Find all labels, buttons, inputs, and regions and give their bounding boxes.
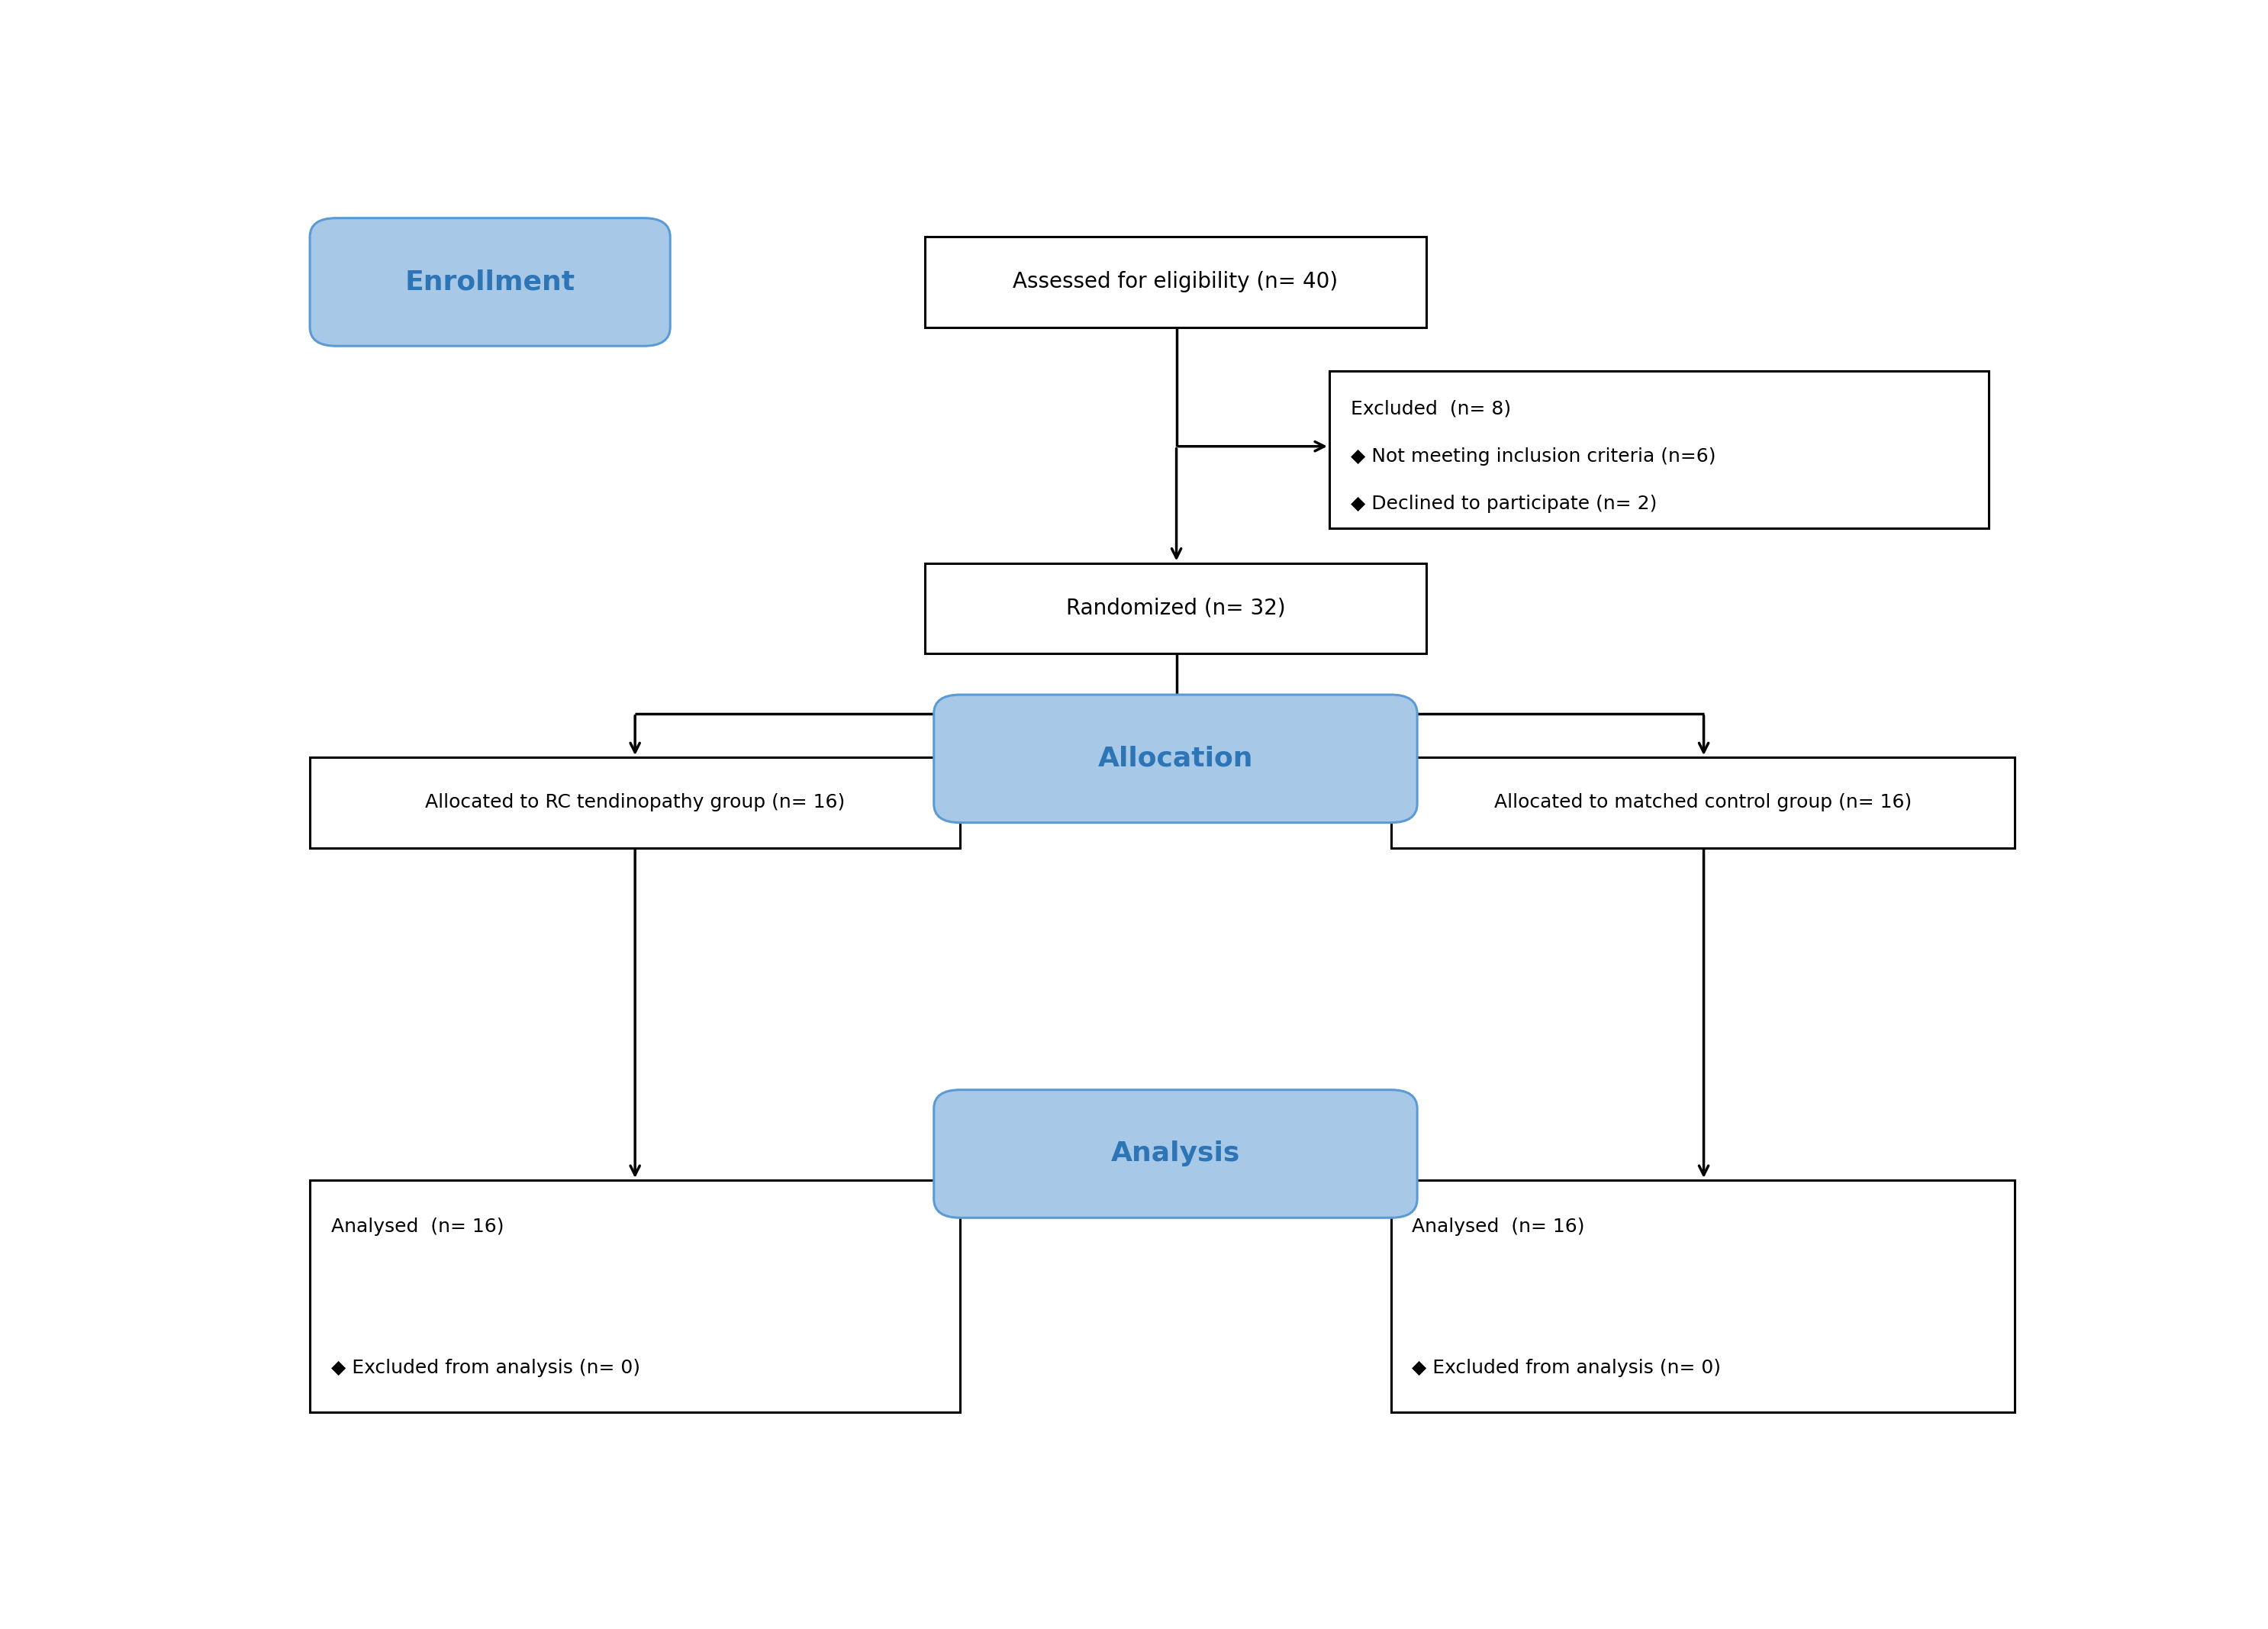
Text: ◆ Excluded from analysis (n= 0): ◆ Excluded from analysis (n= 0) bbox=[1413, 1359, 1721, 1377]
Text: Assessed for eligibility (n= 40): Assessed for eligibility (n= 40) bbox=[1014, 272, 1338, 293]
FancyBboxPatch shape bbox=[934, 694, 1418, 823]
Text: Allocated to RC tendinopathy group (n= 16): Allocated to RC tendinopathy group (n= 1… bbox=[424, 793, 846, 811]
Text: ◆ Excluded from analysis (n= 0): ◆ Excluded from analysis (n= 0) bbox=[331, 1359, 640, 1377]
FancyBboxPatch shape bbox=[311, 218, 671, 345]
Text: Analysis: Analysis bbox=[1111, 1140, 1241, 1166]
FancyBboxPatch shape bbox=[925, 236, 1427, 327]
FancyBboxPatch shape bbox=[1329, 371, 1989, 528]
Text: ◆ Not meeting inclusion criteria (n=6): ◆ Not meeting inclusion criteria (n=6) bbox=[1349, 448, 1715, 466]
FancyBboxPatch shape bbox=[1390, 1179, 2014, 1412]
Text: ◆ Declined to participate (n= 2): ◆ Declined to participate (n= 2) bbox=[1349, 495, 1656, 513]
Text: Allocated to matched control group (n= 16): Allocated to matched control group (n= 1… bbox=[1495, 793, 1912, 811]
Text: Allocation: Allocation bbox=[1098, 746, 1254, 772]
FancyBboxPatch shape bbox=[1390, 757, 2014, 847]
FancyBboxPatch shape bbox=[311, 1179, 959, 1412]
Text: Analysed  (n= 16): Analysed (n= 16) bbox=[331, 1218, 503, 1236]
Text: Randomized (n= 32): Randomized (n= 32) bbox=[1066, 598, 1286, 619]
FancyBboxPatch shape bbox=[925, 564, 1427, 653]
Text: Enrollment: Enrollment bbox=[406, 269, 576, 295]
FancyBboxPatch shape bbox=[934, 1090, 1418, 1218]
Text: Analysed  (n= 16): Analysed (n= 16) bbox=[1413, 1218, 1585, 1236]
FancyBboxPatch shape bbox=[311, 757, 959, 847]
Text: Excluded  (n= 8): Excluded (n= 8) bbox=[1349, 399, 1510, 419]
